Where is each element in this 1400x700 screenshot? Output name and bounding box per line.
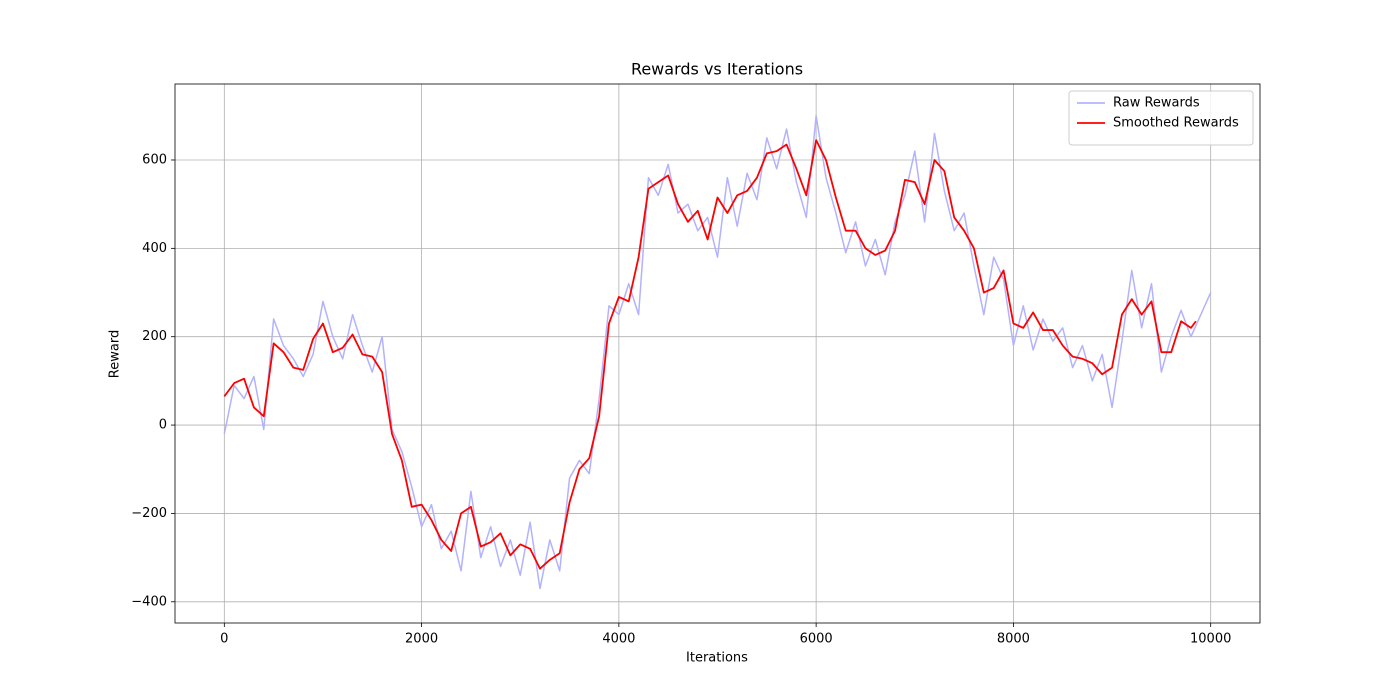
chart-title: Rewards vs Iterations: [631, 60, 803, 79]
legend: Raw Rewards Smoothed Rewards: [1068, 90, 1254, 146]
x-tick-label: 6000: [800, 632, 833, 647]
y-tick-label: 400: [142, 241, 167, 256]
y-tick-label: −400: [131, 594, 167, 609]
x-tick-label: 0: [220, 632, 228, 647]
x-tick-label: 8000: [997, 632, 1030, 647]
line-series: [223, 115, 1212, 590]
legend-label: Raw Rewards: [1113, 96, 1200, 111]
y-axis-label: Reward: [108, 330, 123, 378]
x-axis-label: Iterations: [686, 651, 748, 666]
x-tick-label: 2000: [405, 632, 438, 647]
y-tick-label: −200: [131, 506, 167, 521]
legend-label: Smoothed Rewards: [1113, 116, 1239, 131]
y-tick-label: 200: [142, 329, 167, 344]
legend-box: [1068, 90, 1254, 146]
plot-frame: [174, 83, 1261, 624]
y-tick-label: 600: [142, 152, 167, 167]
y-tick-label: 0: [159, 418, 167, 433]
x-tick-label: 4000: [602, 632, 635, 647]
x-tick-label: 10000: [1190, 632, 1231, 647]
line-series: [223, 139, 1197, 570]
